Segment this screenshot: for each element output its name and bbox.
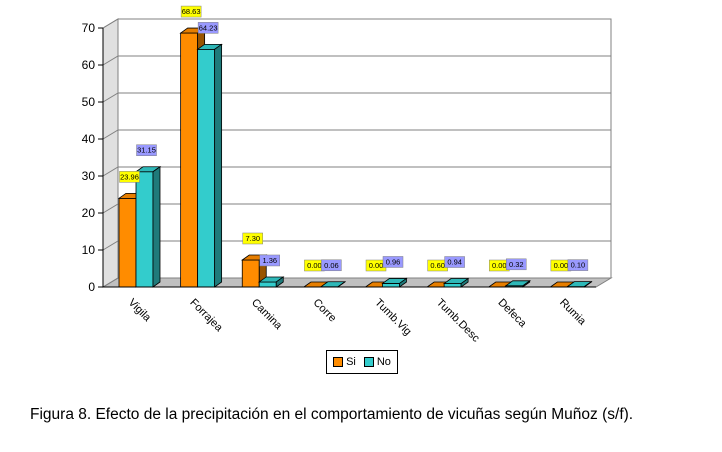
y-tick-label: 10 (82, 243, 96, 257)
data-label-no-forrajea: 64.23 (197, 22, 219, 34)
data-label-text: 23.96 (120, 172, 139, 181)
y-tick-label: 0 (88, 280, 95, 294)
data-label-text: 0.94 (447, 258, 462, 267)
gridline (102, 203, 611, 214)
bar-front (382, 283, 400, 288)
legend-label-si: Si (346, 356, 356, 368)
data-label-si-forrajea: 68.63 (180, 5, 202, 18)
y-tick-label: 30 (82, 169, 96, 183)
data-label-text: 0.32 (509, 260, 524, 269)
bar-front (258, 281, 277, 288)
bar-front (241, 259, 260, 288)
data-label-bg (259, 254, 280, 267)
data-label-bg (136, 144, 157, 156)
data-label-bg (197, 22, 219, 34)
bar-side (214, 43, 223, 288)
x-tick-label: Forrajea (187, 297, 225, 335)
x-tick-label: Tumb.Desc (434, 297, 482, 345)
bar-side (460, 277, 469, 288)
side-wall (102, 18, 119, 288)
x-tick-label: Defeca (495, 297, 529, 331)
data-label-bg (382, 256, 404, 268)
bar-no-vigila (134, 165, 162, 288)
legend-item-si: Si (333, 356, 356, 368)
data-label-bg (444, 256, 465, 268)
data-label-bg (567, 259, 589, 271)
gridline (102, 166, 611, 177)
data-label-text: 0.00 (492, 261, 507, 270)
bar-side (399, 277, 407, 288)
floor (101, 277, 613, 288)
x-tick-label: Corre (311, 297, 339, 325)
data-label-no-rumia: 0.10 (567, 259, 589, 271)
bar-front (197, 48, 216, 288)
bar-front (135, 171, 154, 288)
data-label-no-tumbdesc: 0.94 (444, 256, 465, 268)
legend-swatch-no (363, 357, 374, 367)
gridline (102, 277, 611, 288)
data-label-text: 0.06 (324, 261, 339, 270)
data-label-bg (119, 171, 140, 183)
gridlines (102, 18, 611, 288)
x-tick-label: Rumia (557, 297, 589, 329)
data-label-no-tumbvig: 0.96 (382, 256, 404, 268)
legend-item-no: No (363, 356, 391, 368)
data-label-text: 1.36 (262, 256, 277, 265)
y-tick-label: 20 (82, 206, 96, 220)
bar-no-forrajea (196, 43, 223, 288)
y-tick-label: 40 (82, 132, 96, 146)
data-label-no-corre: 0.06 (321, 259, 342, 272)
data-label-si-camina: 7.30 (242, 232, 263, 245)
chart-walls (101, 18, 613, 288)
bar-chart: 0 10 20 30 40 50 60 70 23.96 31.15 68.63 64.23 7.30… (82, 5, 613, 345)
legend-swatch-si (333, 357, 344, 367)
data-label-bg (506, 258, 527, 271)
data-label-bg (242, 232, 263, 245)
bar-side (275, 276, 284, 288)
data-label-text: 0.10 (571, 261, 586, 270)
data-label-text: 0.96 (386, 257, 401, 266)
data-label-no-vigila: 31.15 (136, 144, 157, 156)
x-axis: Vigila Forrajea Camina Corre Tumb.Vig Tumb.De… (103, 286, 596, 345)
data-label-text: 0.00 (554, 261, 569, 270)
bar-no-tumbvig (381, 277, 408, 288)
bar-front (118, 197, 137, 288)
gridline (102, 129, 611, 140)
data-label-text: 0.00 (369, 261, 384, 270)
bar-no-tumbdesc (442, 277, 470, 288)
y-tick-label: 50 (82, 95, 96, 109)
gridline (102, 240, 611, 251)
legend: Si No (326, 350, 398, 374)
gridline (102, 55, 611, 66)
data-label-text: 7.30 (245, 234, 260, 243)
data-label-text: 64.23 (199, 23, 218, 32)
bar-front (443, 283, 462, 288)
data-label-no-camina: 1.36 (259, 254, 280, 267)
data-label-bg (180, 5, 202, 18)
x-tick-label: Tumb.Vig (372, 297, 413, 338)
data-label-si-vigila: 23.96 (119, 171, 140, 183)
data-label-text: 0.00 (307, 261, 322, 270)
gridline (102, 18, 611, 29)
data-label-text: 68.63 (182, 7, 201, 16)
data-label-text: 31.15 (137, 146, 156, 155)
figure-caption: Figura 8. Efecto de la precipitación en … (30, 406, 634, 423)
x-tick-label: Vigila (126, 297, 154, 325)
gridline (102, 92, 611, 103)
x-tick-label: Camina (249, 297, 285, 333)
data-label-text: 0.60 (430, 261, 445, 270)
y-axis: 0 10 20 30 40 50 60 70 (82, 21, 104, 294)
bar-front (180, 32, 199, 288)
bars (117, 27, 593, 288)
y-tick-label: 70 (82, 21, 96, 35)
data-label-bg (321, 259, 342, 272)
legend-label-no: No (376, 356, 391, 368)
bar-no-camina (258, 276, 285, 288)
data-label-no-defeca: 0.32 (506, 258, 527, 271)
y-tick-label: 60 (82, 58, 96, 72)
bar-side (152, 165, 161, 288)
